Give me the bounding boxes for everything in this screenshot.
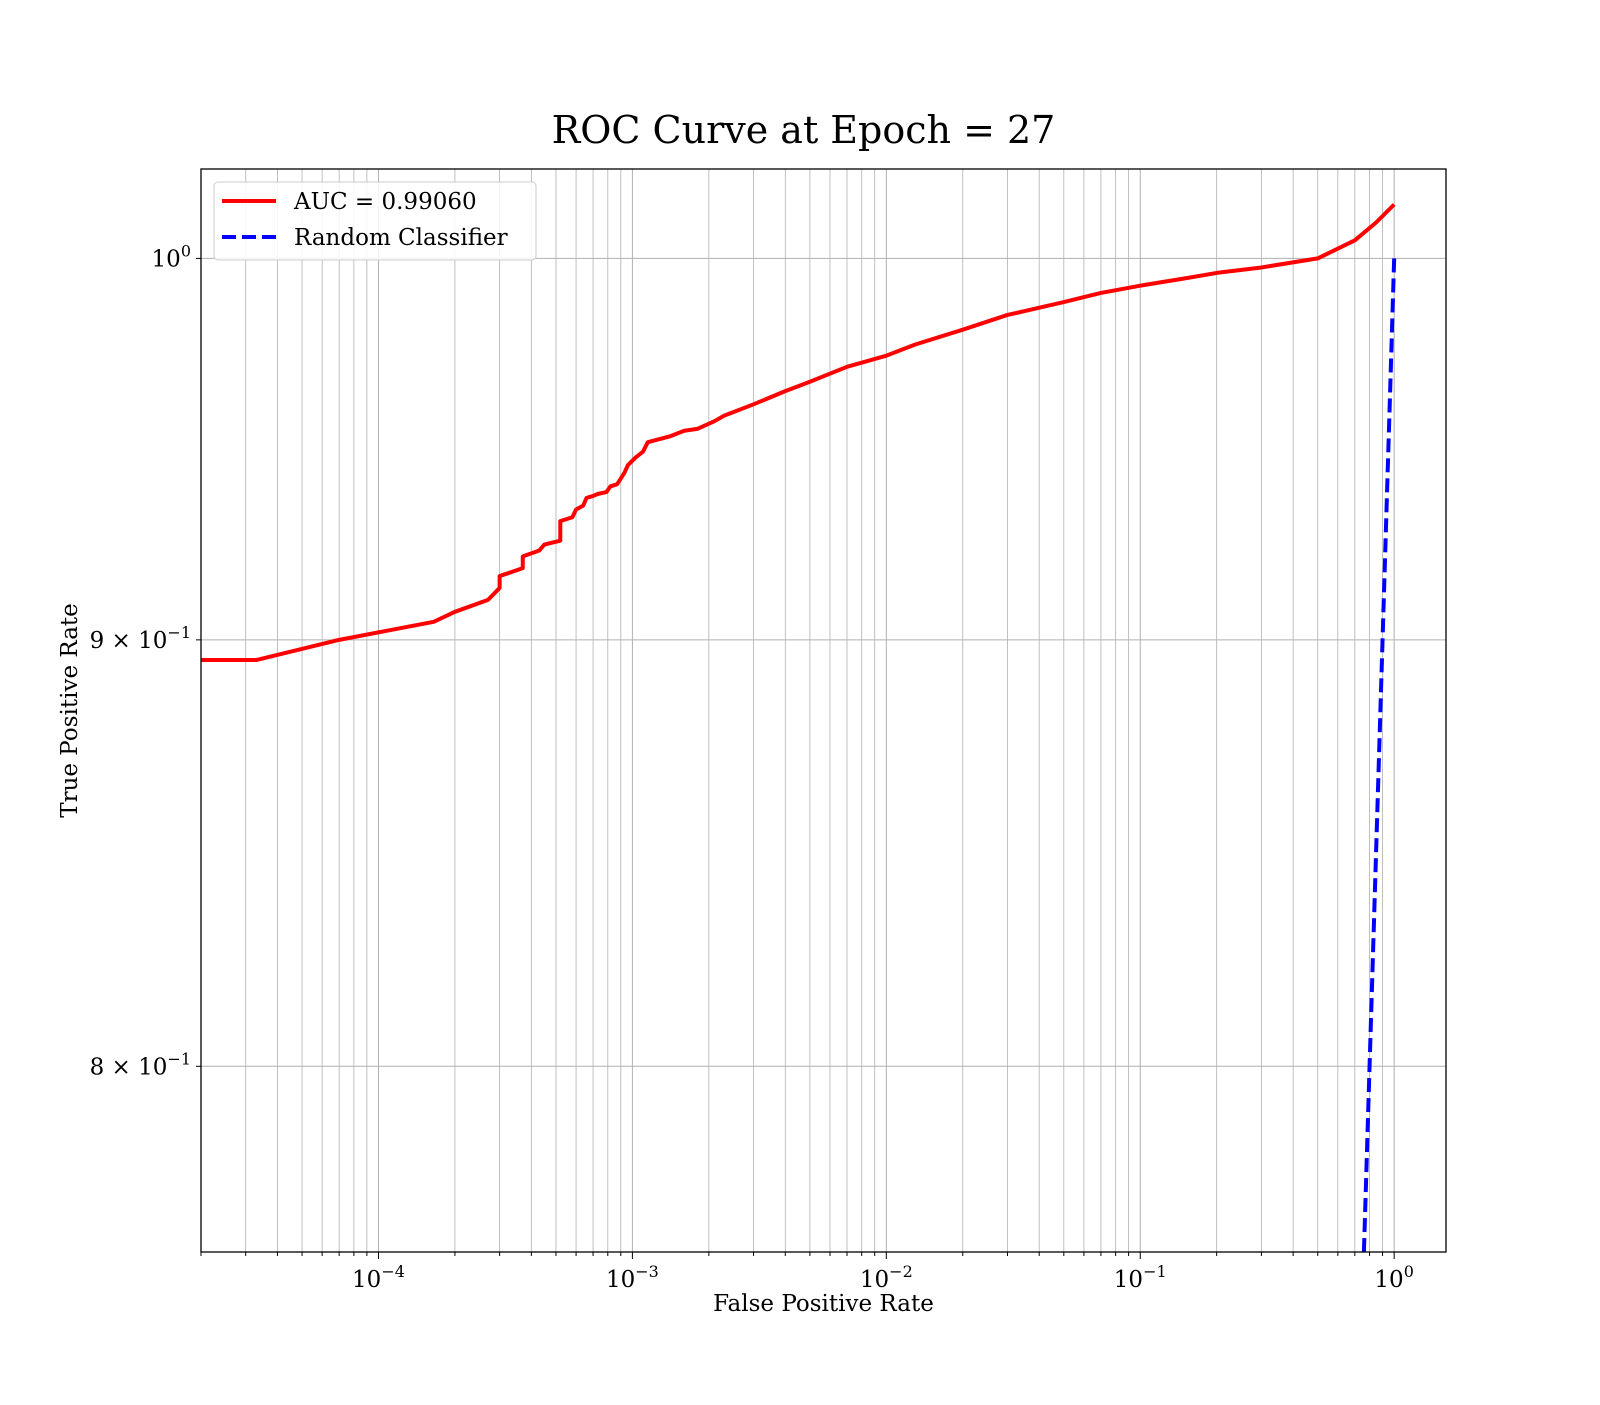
y-tick-label: 100 [152, 241, 191, 272]
y-tick-mantissa: 8 × [90, 1054, 139, 1080]
x-tick-exponent: −3 [635, 1262, 659, 1281]
x-tick-label: 10−3 [606, 1262, 659, 1293]
roc-curve-line [201, 203, 1396, 663]
random-classifier-line [1361, 258, 1397, 1252]
grid-layer [200, 169, 1446, 1252]
x-tick-label: 100 [1374, 1262, 1413, 1293]
x-tick-label: 10−1 [1114, 1262, 1167, 1293]
y-tick-label: 9 × 10−1 [90, 623, 191, 654]
x-tick-exponent: −1 [1143, 1262, 1167, 1281]
y-tick-base: 10 [152, 246, 181, 272]
legend-box [213, 181, 537, 261]
legend-label-auc: AUC = 0.99060 [293, 189, 477, 215]
y-axis-label: True Positive Rate [57, 603, 83, 818]
legend: AUC = 0.99060 Random Classifier [213, 181, 537, 261]
x-tick-label: 10−4 [352, 1262, 405, 1293]
plot-frame [200, 168, 1447, 1253]
x-tick-base: 10 [352, 1267, 381, 1293]
x-tick-base: 10 [860, 1267, 889, 1293]
y-tick-exponent: −1 [167, 623, 191, 642]
x-tick-exponent: 0 [1404, 1262, 1414, 1281]
y-tick-mantissa: 9 × [90, 628, 139, 654]
series-layer [201, 203, 1397, 1252]
y-tick-exponent: −1 [167, 1049, 191, 1068]
x-tick-exponent: −2 [889, 1262, 913, 1281]
x-tick-exponent: −4 [381, 1262, 405, 1281]
x-tick-base: 10 [1374, 1267, 1403, 1293]
y-tick-base: 10 [138, 1054, 167, 1080]
x-tick-base: 10 [1114, 1267, 1143, 1293]
legend-label-random-classifier: Random Classifier [294, 225, 508, 251]
x-tick-label: 10−2 [860, 1262, 913, 1293]
chart-title: ROC Curve at Epoch = 27 [552, 108, 1056, 152]
x-axis-label: False Positive Rate [713, 1291, 934, 1317]
y-tick-base: 10 [138, 628, 167, 654]
x-tick-base: 10 [606, 1267, 635, 1293]
y-tick-label: 8 × 10−1 [90, 1049, 191, 1080]
y-tick-exponent: 0 [181, 241, 191, 260]
